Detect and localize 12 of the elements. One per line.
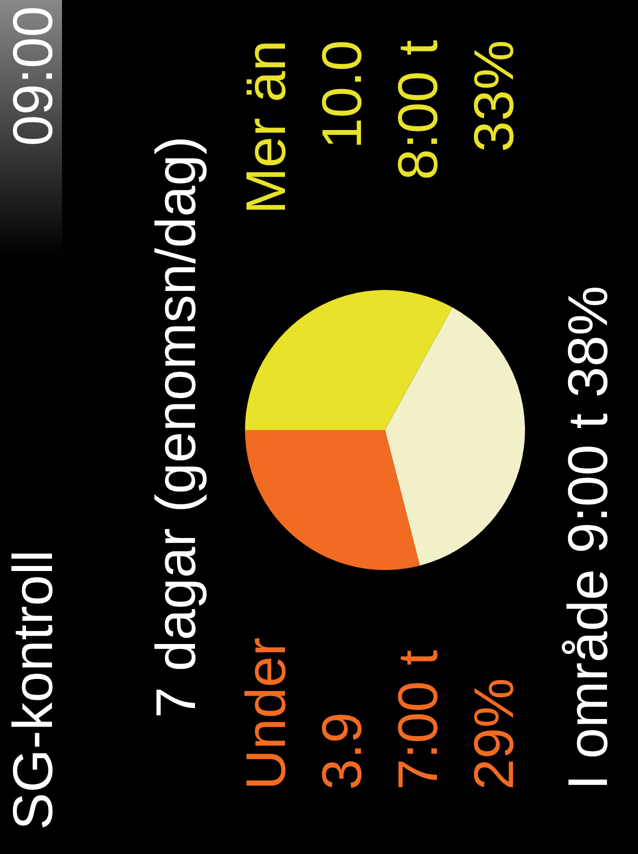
text: 7 dagar (genomsn/dag) [144,134,207,720]
text: 7:00 t [386,650,449,790]
text: 3.9 [310,712,373,790]
data-label: 33% [462,40,526,154]
data-label: 29% [462,676,526,790]
text: SG-kontroll [1,550,64,830]
text: 8:00 t [386,40,449,180]
text: 10.0 [310,40,373,149]
slice-label: Under [234,637,297,790]
slice-label: Mer än [234,40,297,214]
text: 09:00 [1,6,64,146]
category-label: I område 9:00 t 38% [556,286,619,790]
